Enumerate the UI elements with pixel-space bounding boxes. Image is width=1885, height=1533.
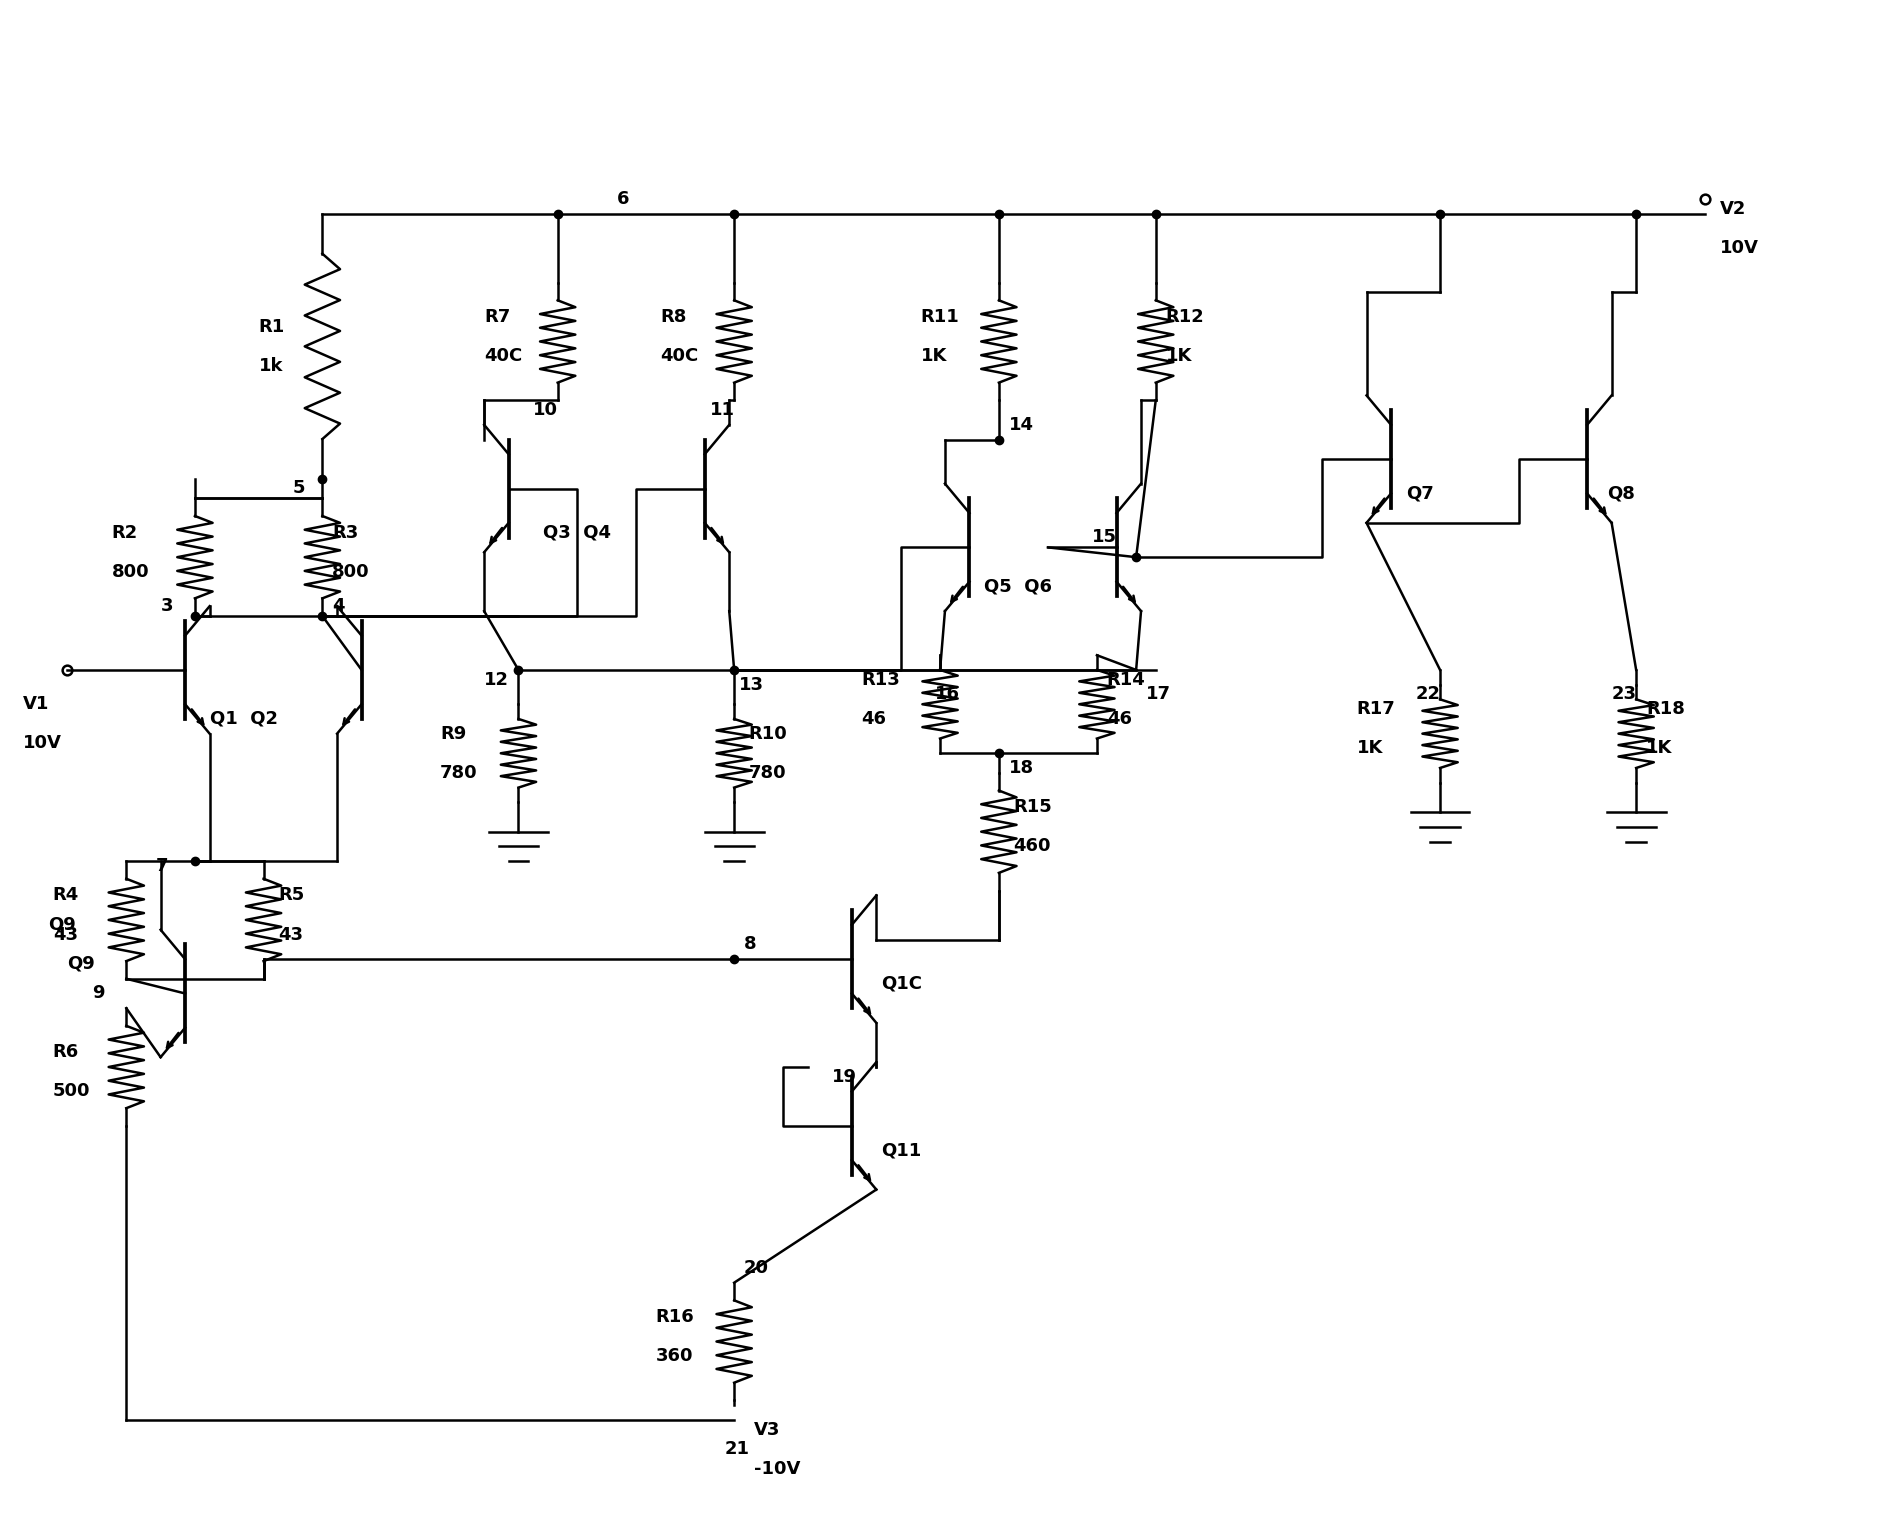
Text: 46: 46 (861, 710, 886, 728)
Text: R9: R9 (439, 725, 466, 742)
Text: R1: R1 (258, 317, 285, 336)
Text: R18: R18 (1646, 701, 1685, 717)
Text: 11: 11 (709, 402, 735, 419)
Text: R7: R7 (484, 308, 511, 327)
Text: 1K: 1K (1165, 346, 1191, 365)
Text: 17: 17 (1146, 685, 1171, 704)
Text: R8: R8 (660, 308, 686, 327)
Text: R14: R14 (1106, 670, 1146, 688)
Text: 800: 800 (111, 563, 149, 581)
Text: 500: 500 (53, 1082, 90, 1101)
Text: 10V: 10V (23, 734, 62, 753)
Text: 16: 16 (935, 685, 959, 704)
Text: 1K: 1K (920, 346, 946, 365)
Text: -10V: -10V (754, 1459, 799, 1478)
Text: 14: 14 (1008, 415, 1033, 434)
Text: Q9: Q9 (68, 955, 96, 973)
Text: R13: R13 (861, 670, 901, 688)
Text: Q3  Q4: Q3 Q4 (543, 524, 611, 541)
Text: 8: 8 (745, 935, 756, 954)
Text: R11: R11 (920, 308, 959, 327)
Text: Q1  Q2: Q1 Q2 (209, 710, 277, 728)
Text: 1k: 1k (258, 357, 283, 376)
Text: 10: 10 (533, 402, 558, 419)
Text: R2: R2 (111, 524, 138, 541)
Text: R3: R3 (332, 524, 358, 541)
Text: 1K: 1K (1646, 739, 1672, 757)
Text: 18: 18 (1008, 759, 1033, 777)
Text: 800: 800 (332, 563, 369, 581)
Text: R6: R6 (53, 1042, 79, 1061)
Text: V3: V3 (754, 1421, 780, 1438)
Text: R10: R10 (748, 725, 788, 742)
Text: 780: 780 (748, 763, 786, 782)
Text: 7: 7 (156, 857, 168, 875)
Text: 15: 15 (1091, 529, 1118, 546)
Text: 9: 9 (92, 984, 104, 1003)
Text: 6: 6 (616, 190, 630, 208)
Text: 1K: 1K (1357, 739, 1384, 757)
Text: 4: 4 (332, 596, 345, 615)
Text: Q7: Q7 (1406, 484, 1433, 503)
Text: Q1C: Q1C (880, 975, 922, 992)
Text: Q8: Q8 (1606, 484, 1634, 503)
Text: 43: 43 (279, 926, 303, 943)
Text: 5: 5 (292, 480, 305, 497)
Text: 19: 19 (831, 1067, 858, 1085)
Text: 40C: 40C (660, 346, 699, 365)
Text: 46: 46 (1106, 710, 1131, 728)
Text: 22: 22 (1416, 685, 1440, 704)
Text: 12: 12 (484, 670, 509, 688)
Text: 3: 3 (160, 596, 173, 615)
Text: 23: 23 (1612, 685, 1636, 704)
Text: Q11: Q11 (880, 1141, 922, 1159)
Text: V2: V2 (1719, 201, 1746, 218)
Text: R16: R16 (656, 1308, 694, 1326)
Text: 40C: 40C (484, 346, 522, 365)
Text: Q5  Q6: Q5 Q6 (984, 578, 1052, 595)
Text: 21: 21 (724, 1441, 750, 1458)
Text: 460: 460 (1014, 837, 1052, 855)
Text: 780: 780 (439, 763, 477, 782)
Text: R4: R4 (53, 886, 79, 904)
Text: R12: R12 (1165, 308, 1205, 327)
Text: 43: 43 (53, 926, 77, 943)
Text: Q9: Q9 (47, 915, 75, 934)
Text: R15: R15 (1014, 799, 1052, 816)
Text: R17: R17 (1357, 701, 1395, 717)
Text: V1: V1 (23, 696, 49, 713)
Text: 360: 360 (656, 1348, 694, 1364)
Text: R5: R5 (279, 886, 305, 904)
Text: 10V: 10V (1719, 239, 1759, 258)
Text: 13: 13 (739, 676, 763, 693)
Text: 20: 20 (745, 1259, 769, 1277)
